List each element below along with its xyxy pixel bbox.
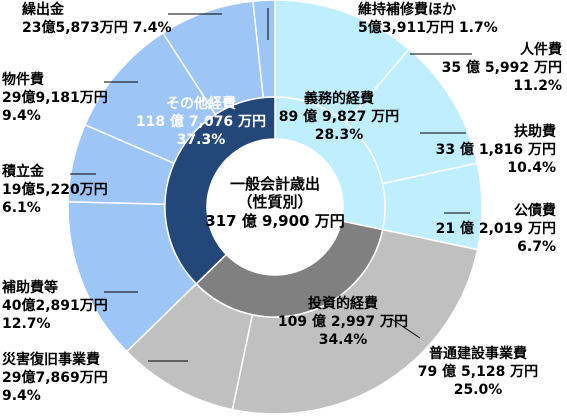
outer-label-4: 災害復旧事業費 29億7,869万円 9.4% bbox=[2, 351, 108, 404]
outer-labels: 人件費 35 億 5,992 万円 11.2% 扶助費 33 億 1,816 万円 10.… bbox=[1, 1, 562, 404]
leader-line-3 bbox=[389, 317, 421, 339]
center-title: 一般会計歳出 bbox=[230, 175, 320, 193]
outer-label-8: 繰出金 23億5,873万円 7.4% bbox=[22, 1, 171, 36]
inner-label-1: 投資的経費 109 億 2,997 万円 34.4% bbox=[278, 295, 408, 348]
inner-label-0: 義務的経費 89 億 9,827 万円 28.3% bbox=[279, 90, 399, 143]
outer-label-5: 補助費等 40億2,891万円 12.7% bbox=[1, 279, 108, 332]
inner-label-2: その他経費 118 億 7,076 万円 37.3% bbox=[136, 95, 266, 148]
inner-labels: 義務的経費 89 億 9,827 万円 28.3% 投資的経費 109 億 2,997 … bbox=[136, 90, 408, 348]
center-subtitle: （性質別） bbox=[237, 193, 312, 211]
outer-label-2: 公債費 21 億 2,019 万円 6.7% bbox=[436, 202, 556, 255]
center-total: 317 億 9,900 万円 bbox=[205, 212, 344, 230]
outer-label-6: 積立金 19億5,220万円 6.1% bbox=[1, 163, 108, 216]
outer-label-7: 物件費 29億9,181万円 9.4% bbox=[2, 71, 108, 124]
leader-lines bbox=[70, 8, 472, 362]
outer-label-1: 扶助費 33 億 1,816 万円 10.4% bbox=[436, 123, 556, 176]
center-hole bbox=[207, 139, 343, 275]
outer-label-9: 維持補修費ほか 5億3,911万円 1.7% bbox=[358, 1, 498, 36]
inner-ring bbox=[164, 96, 386, 318]
inner-slice-2 bbox=[164, 96, 276, 285]
outer-label-0: 人件費 35 億 5,992 万円 11.2% bbox=[442, 41, 562, 94]
outer-label-3: 普通建設事業費 79 億 5,128 万円 25.0% bbox=[418, 345, 538, 398]
